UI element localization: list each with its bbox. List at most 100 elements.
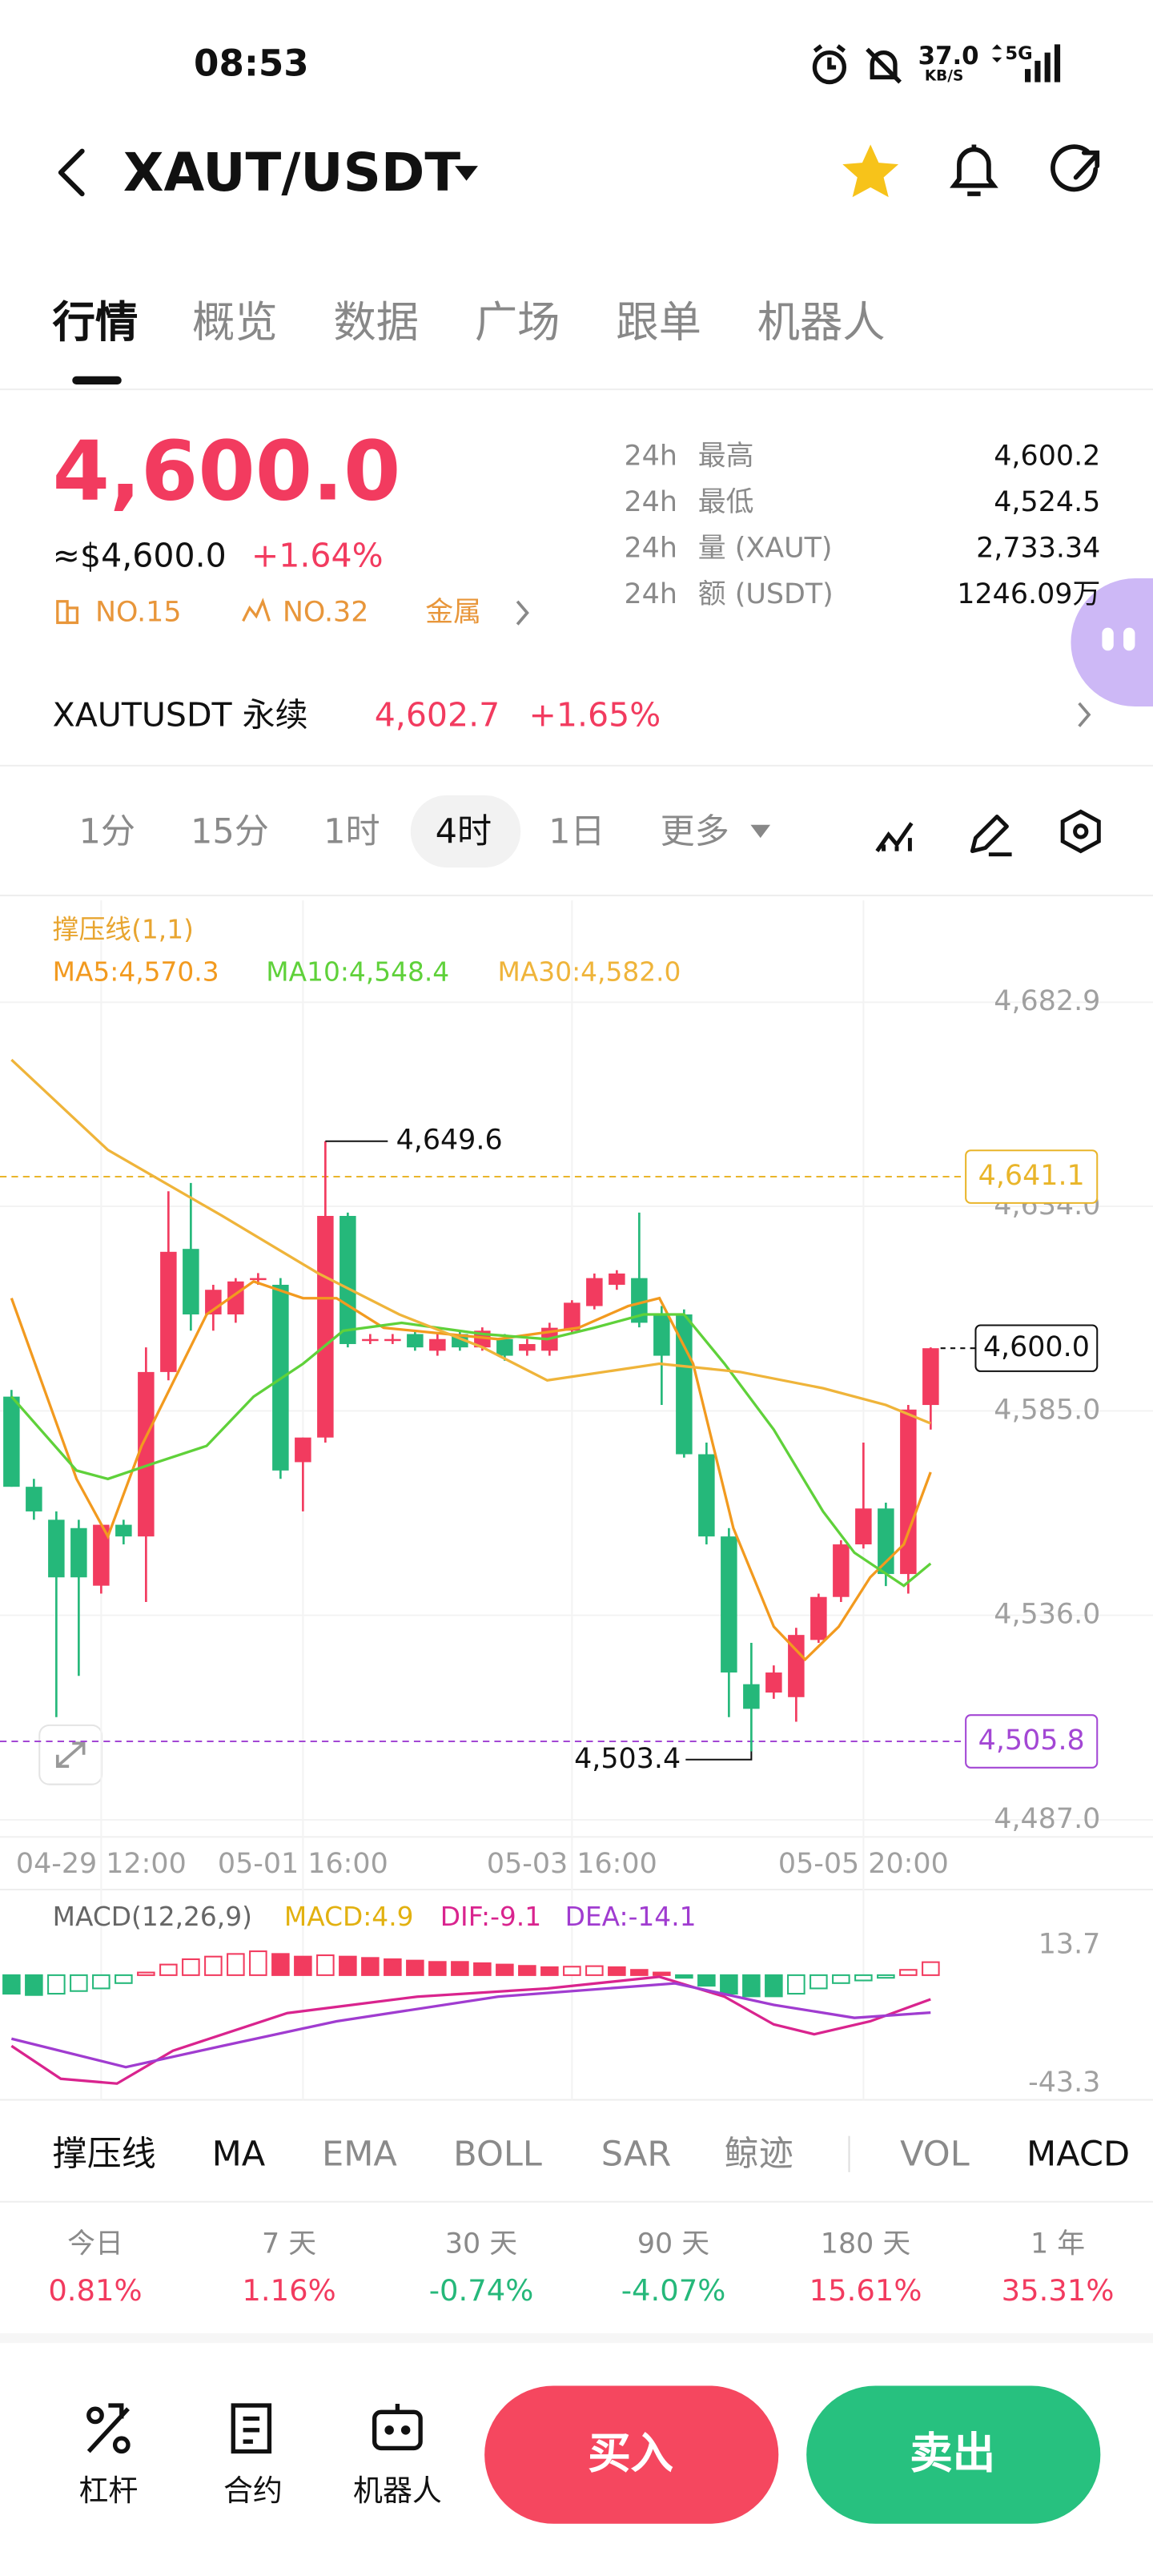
tab[interactable]: 数据: [333, 299, 420, 348]
price-line-label: 4,641.1: [978, 1160, 1085, 1192]
robot-icon[interactable]: [372, 2404, 423, 2451]
macd-bar: [832, 1974, 850, 1984]
macd-bar: [877, 1974, 895, 1979]
tab[interactable]: 行情: [52, 299, 139, 348]
indicator-tab[interactable]: 撑压线: [52, 2133, 156, 2173]
candle-body: [586, 1278, 603, 1306]
performance-period: 180 天: [820, 2227, 911, 2260]
price-usd: ≈$4,600.0: [52, 535, 227, 575]
candle-body: [653, 1314, 670, 1356]
tab[interactable]: 机器人: [757, 299, 886, 348]
stat-value: 2,733.34: [976, 531, 1101, 565]
pair-name[interactable]: XAUT/USDT: [123, 141, 461, 204]
indicator-icon[interactable]: [875, 822, 914, 852]
contract-icon[interactable]: [231, 2403, 272, 2454]
indicator-tab[interactable]: 鲸迹: [724, 2133, 793, 2173]
perpetual-name[interactable]: XAUTUSDT 永续: [52, 694, 308, 735]
indicator-tab[interactable]: SAR: [601, 2133, 672, 2173]
macd-bar: [406, 1959, 424, 1976]
network-speed: 37.0: [918, 40, 979, 70]
indicator-line: [10, 1313, 932, 1588]
macd-bar: [765, 1974, 783, 1998]
alert-icon[interactable]: [950, 144, 998, 196]
candle-body: [339, 1216, 356, 1344]
stat-value: 4,524.5: [994, 485, 1101, 519]
interval[interactable]: 1日: [548, 811, 605, 851]
macd-bar: [384, 1958, 402, 1976]
candle-body: [721, 1536, 737, 1673]
macd-title: MACD(12,26,9): [52, 1901, 252, 1933]
candle-body: [564, 1302, 581, 1331]
annotation: 4,649.6: [396, 1125, 503, 1157]
leverage-icon[interactable]: [86, 2403, 131, 2454]
performance-change: 15.61%: [809, 2273, 922, 2309]
chevron[interactable]: [516, 600, 529, 626]
share-icon[interactable]: [1051, 144, 1100, 192]
price-line-label: 4,505.8: [978, 1725, 1085, 1757]
toolbar-label[interactable]: 机器人: [353, 2474, 442, 2510]
performance-change: -4.07%: [621, 2273, 726, 2309]
indicator-tab[interactable]: MA: [211, 2133, 266, 2173]
sector[interactable]: 金属: [425, 595, 482, 629]
indicator-tab[interactable]: MACD: [1026, 2133, 1131, 2173]
status-time: 08:53: [194, 44, 309, 86]
macd-bar: [653, 1971, 671, 1976]
legend-entry: MACD:4.9: [283, 1901, 414, 1933]
perpetual-price: 4,602.7: [374, 694, 500, 735]
draw-icon[interactable]: [970, 815, 1012, 857]
toolbar-label[interactable]: 杠杆: [78, 2474, 139, 2510]
sell-button[interactable]: [806, 2385, 1101, 2524]
candle-body: [833, 1544, 850, 1597]
x-tick-label: 05-01 16:00: [218, 1848, 388, 1880]
tab[interactable]: 概览: [191, 299, 278, 348]
candle-body: [496, 1338, 513, 1356]
stat-period: 24h: [624, 531, 677, 565]
legend-entry: DEA:-14.1: [564, 1901, 697, 1933]
candle-body: [922, 1348, 939, 1406]
mute-icon: [866, 47, 902, 84]
divider-band: [0, 2332, 1153, 2344]
stat-period: 24h: [624, 485, 677, 519]
sell-label[interactable]: 卖出: [910, 2429, 996, 2480]
indicator-tab[interactable]: BOLL: [453, 2133, 542, 2173]
candle-body: [810, 1596, 827, 1640]
tab[interactable]: 广场: [474, 299, 560, 348]
candle-body: [429, 1338, 446, 1351]
interval[interactable]: 更多: [660, 811, 729, 851]
candle-body: [115, 1524, 132, 1537]
price-line-tag: [965, 1149, 1099, 1204]
candle-body: [788, 1635, 805, 1697]
more-dropdown-icon[interactable]: [750, 824, 771, 839]
favorite-icon[interactable]: [842, 144, 899, 198]
macd-bar: [608, 1966, 626, 1976]
macd-bar: [428, 1961, 447, 1976]
buy-button[interactable]: [484, 2385, 779, 2524]
indicator-line: [10, 1975, 931, 2085]
candle-body: [743, 1684, 760, 1709]
legend-entry: MA10:4,548.4: [266, 956, 450, 988]
indicator-tab[interactable]: VOL: [900, 2133, 970, 2173]
tab[interactable]: 跟单: [616, 299, 701, 348]
interval[interactable]: 15分: [190, 811, 269, 851]
pair-dropdown-icon[interactable]: [455, 166, 478, 181]
floating-assistant[interactable]: [1071, 578, 1153, 707]
candle-body: [93, 1524, 110, 1586]
stat-label: 最高: [697, 439, 754, 473]
interval[interactable]: 1时: [323, 811, 380, 851]
macd-bar: [563, 1966, 581, 1976]
interval[interactable]: 4时: [435, 811, 492, 851]
settings-icon[interactable]: [1060, 809, 1101, 854]
toolbar-label[interactable]: 合约: [223, 2474, 283, 2510]
back-icon[interactable]: [58, 148, 85, 197]
indicator-tab[interactable]: EMA: [322, 2133, 397, 2173]
candle-body: [48, 1519, 65, 1578]
interval[interactable]: 1分: [78, 811, 135, 851]
legend-entry: MA30:4,582.0: [497, 956, 681, 988]
candle-body: [26, 1487, 42, 1511]
stat-value: 1246.09万: [957, 578, 1101, 611]
buy-label[interactable]: 买入: [588, 2429, 674, 2480]
rank: NO.32: [282, 595, 369, 629]
chevron[interactable]: [1078, 702, 1091, 727]
